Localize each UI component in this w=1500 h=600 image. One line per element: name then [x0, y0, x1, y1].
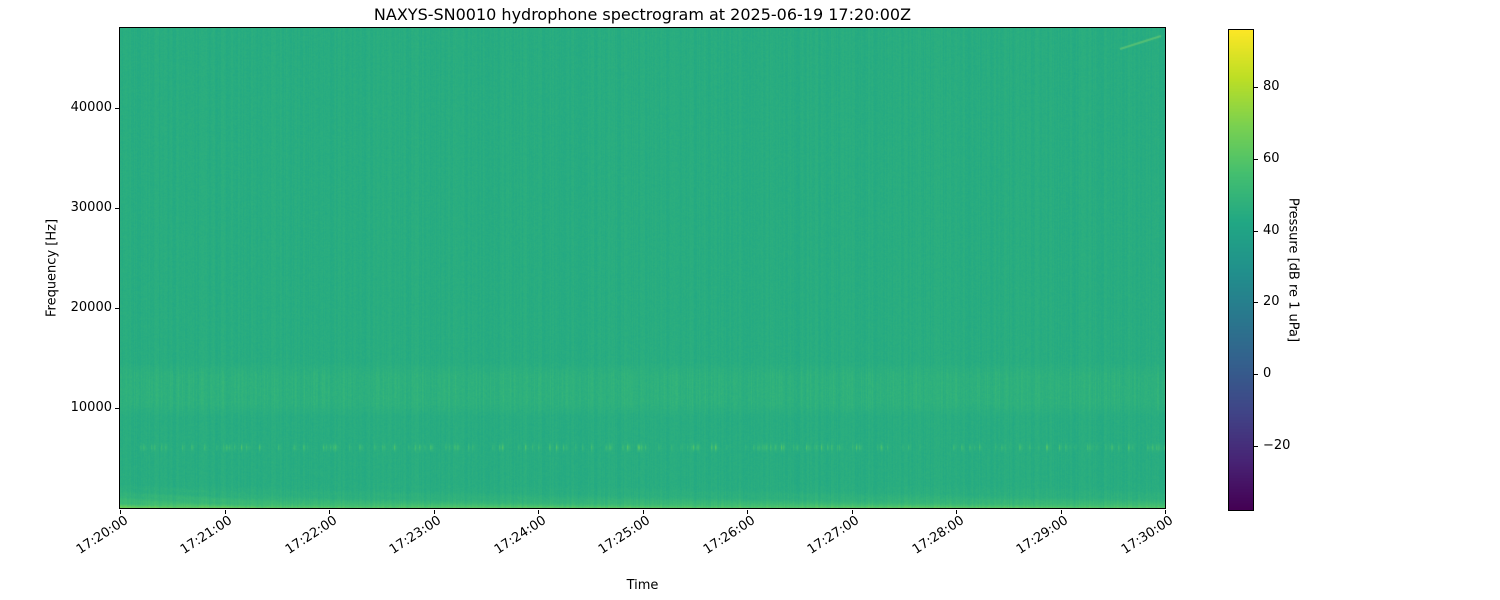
x-tick-mark [643, 510, 644, 514]
colorbar-tick-label: 60 [1263, 151, 1280, 166]
colorbar-tick-mark [1254, 446, 1258, 447]
x-tick-label: 17:26:00 [700, 513, 758, 558]
x-tick-mark [747, 510, 748, 514]
x-tick-label: 17:27:00 [804, 513, 863, 558]
spectrogram-canvas [120, 28, 1165, 508]
colorbar-label: Pressure [dB re 1 uPa] [1285, 197, 1301, 343]
x-tick-mark [120, 510, 121, 514]
x-tick-mark [956, 510, 957, 514]
x-tick-mark [434, 510, 435, 514]
colorbar-tick-label: 0 [1263, 366, 1272, 381]
x-tick-mark [329, 510, 330, 514]
colorbar-tick-mark [1254, 159, 1258, 160]
x-tick-mark [1165, 510, 1166, 514]
x-tick-label: 17:23:00 [386, 513, 445, 558]
x-tick-label: 17:25:00 [595, 513, 654, 558]
y-tick-label: 30000 [70, 200, 112, 215]
colorbar-tick-mark [1254, 302, 1258, 303]
chart-title: NAXYS-SN0010 hydrophone spectrogram at 2… [373, 5, 912, 24]
x-tick-label: 17:21:00 [177, 513, 236, 558]
y-tick-label: 40000 [70, 100, 112, 115]
x-axis-label: Time [626, 578, 659, 593]
colorbar-tick-label: 80 [1263, 79, 1280, 94]
colorbar-tick-label: 20 [1263, 294, 1280, 309]
y-axis-label: Frequency [Hz] [44, 218, 60, 318]
colorbar-gradient [1229, 30, 1253, 510]
x-tick-label: 17:28:00 [909, 513, 967, 558]
x-tick-label: 17:22:00 [282, 513, 340, 558]
x-tick-label: 17:24:00 [491, 513, 549, 558]
x-tick-label: 17:29:00 [1013, 513, 1072, 558]
x-tick-mark [538, 510, 539, 514]
x-tick-mark [1061, 510, 1062, 514]
colorbar-tick-mark [1254, 231, 1258, 232]
colorbar-tick-label: −20 [1263, 438, 1291, 453]
colorbar [1228, 29, 1254, 511]
y-tick-label: 10000 [70, 400, 112, 415]
colorbar-tick-mark [1254, 87, 1258, 88]
x-tick-mark [225, 510, 226, 514]
colorbar-tick-mark [1254, 374, 1258, 375]
x-tick-label: 17:20:00 [73, 513, 131, 558]
x-tick-label: 17:30:00 [1118, 513, 1176, 558]
colorbar-tick-label: 40 [1263, 223, 1280, 238]
plot-area [119, 27, 1166, 509]
x-tick-mark [852, 510, 853, 514]
